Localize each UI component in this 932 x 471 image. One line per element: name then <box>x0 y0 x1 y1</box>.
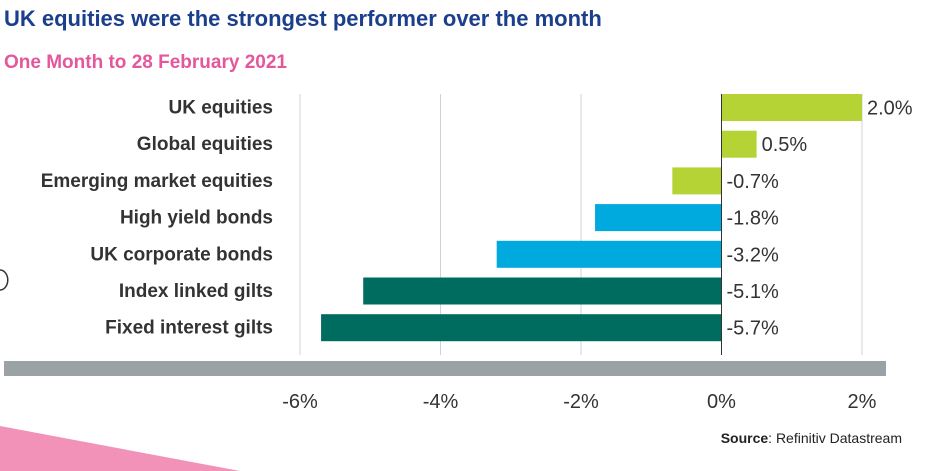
bar <box>595 204 722 232</box>
x-tick-label: -2% <box>563 391 599 413</box>
category-label: Fixed interest gilts <box>105 318 273 339</box>
source-label: Source <box>720 430 769 446</box>
value-label: -0.7% <box>727 171 779 193</box>
category-label: Index linked gilts <box>119 281 273 302</box>
category-label: High yield bonds <box>120 208 273 229</box>
value-label: -1.8% <box>727 208 779 230</box>
chart-subtitle: One Month to 28 February 2021 <box>4 52 287 73</box>
x-tick-label: -4% <box>423 391 459 413</box>
bar <box>496 240 722 268</box>
edge-arc-mark <box>0 269 9 291</box>
value-label: -3.2% <box>727 244 779 266</box>
x-axis-band <box>4 361 886 376</box>
category-label: Global equities <box>137 134 273 155</box>
bar <box>321 314 722 342</box>
category-label: UK equities <box>168 98 273 119</box>
value-label: 0.5% <box>762 134 808 156</box>
bar <box>363 277 722 305</box>
bar <box>721 94 862 121</box>
x-tick-label: -6% <box>282 391 318 413</box>
bar <box>721 130 757 158</box>
value-label: -5.7% <box>727 318 779 340</box>
chart-title: UK equities were the strongest performer… <box>4 6 602 31</box>
source-text: : Refinitiv Datastream <box>768 430 902 446</box>
bar <box>672 167 722 195</box>
category-label: UK corporate bonds <box>90 244 273 265</box>
accent-corner-shape <box>0 426 240 471</box>
value-label: 2.0% <box>867 98 913 120</box>
category-label: Emerging market equities <box>41 171 273 192</box>
x-tick-label: 2% <box>848 391 877 413</box>
x-tick-label: 0% <box>707 391 736 413</box>
value-label: -5.1% <box>727 281 779 303</box>
source-note: Source: Refinitiv Datastream <box>721 430 902 446</box>
